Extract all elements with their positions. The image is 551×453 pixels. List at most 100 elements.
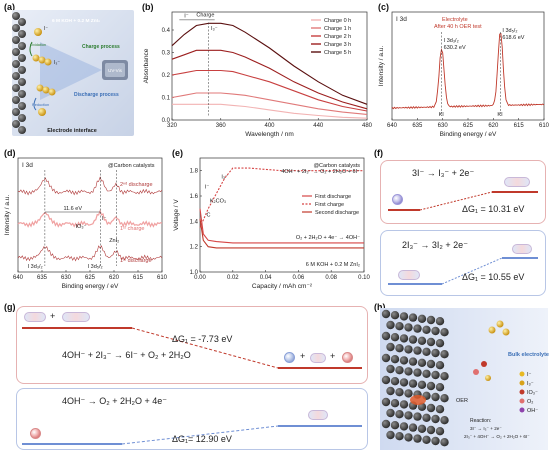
electrode-sphere: [417, 314, 427, 323]
electrode-sphere: [431, 392, 440, 402]
electrode-sphere: [413, 368, 422, 377]
electrode-sphere: [440, 438, 449, 447]
series-line: [171, 92, 368, 115]
x-tick-label: 635: [37, 275, 48, 281]
electrode-sphere: [381, 397, 391, 407]
panel-g-dg-top: ΔG₁ = -7.73 eV: [172, 334, 233, 344]
chart-title: I 3d: [22, 162, 33, 169]
second-discharge-label: 2ⁿᵈ discharge: [120, 181, 153, 188]
note-2: After 40 h OER test: [434, 24, 482, 30]
y-axis-label: Intensity / a.u.: [4, 195, 11, 236]
plus-sign: +: [330, 351, 336, 361]
electrode-sphere: [386, 342, 395, 352]
panel-f: (f) 3I⁻ → I₃⁻ + 2e⁻ ΔG₁ = 10.31 eV 2I₃⁻ …: [372, 148, 549, 300]
i-minus-label: I⁻: [102, 216, 107, 222]
c-label: C: [207, 212, 211, 218]
legend-marker: [519, 380, 525, 386]
electrode-sphere: [386, 386, 395, 396]
electrode-sphere: [381, 353, 391, 363]
iodide-ion: [34, 28, 42, 36]
electrode-sphere: [422, 435, 431, 444]
panel-f-eq-2: 2I₃⁻ → 3I₂ + 2e⁻: [402, 240, 468, 250]
electrode-sphere: [413, 324, 422, 333]
charge-arrow-label: Charge: [196, 13, 214, 19]
catalyst-label: @Carbon catalysts: [313, 163, 360, 169]
oer-label: OER: [456, 398, 468, 404]
x-tick-label: 480: [362, 123, 373, 129]
peak-1-label: I 3d₃/₂: [444, 38, 459, 44]
legend-label: I₃⁻: [527, 381, 534, 387]
x-tick-label: 635: [412, 123, 423, 129]
electrode-sphere: [395, 366, 404, 375]
electrode-sphere: [431, 370, 440, 380]
panel-a-electrolyte: 6 M KOH + 0.2 M ZnI₂: [52, 18, 100, 24]
panel-e-chart: 0.00 0.02 0.04 0.06 0.08 0.10 1.0 1.2 1.4 1.6 1.8 C…: [173, 157, 370, 290]
legend-marker: [519, 389, 525, 395]
panel-h-illustration: Bulk electrolyte OER Reaction: 3I⁻ → I₃⁻…: [380, 308, 549, 450]
electrode-sphere: [417, 358, 427, 367]
x-tick-label: 320: [167, 123, 178, 129]
legend-label: OH⁻: [527, 408, 538, 414]
panel-c-chart: 640 635 630 625 620 615 610 Binding energy / eV…: [378, 11, 549, 138]
x-tick-label: 0.10: [358, 275, 370, 281]
x-tick-label: 615: [514, 123, 525, 129]
y-axis-label: Absorbance: [143, 48, 150, 83]
eq-top: 4OH⁻ + 2I₃⁻ → O₂ + 2H₂O + 6I⁻: [281, 169, 360, 175]
electrode-sphere: [426, 315, 436, 325]
panel-h-legend: I⁻ I₃⁻ IO₃⁻ O₂ OH⁻: [519, 371, 538, 414]
arrow-i3-label: I₃⁻: [211, 26, 218, 32]
y-tick-label: 0.0: [162, 118, 171, 124]
electrode-sphere: [395, 322, 404, 331]
series-line: [199, 167, 364, 228]
electrode-sphere: [408, 423, 418, 432]
first-discharge-label: 1ˢᵗ discharge: [120, 257, 152, 264]
note-1: Electrolyte: [442, 17, 468, 23]
x-tick-label: 625: [85, 275, 96, 281]
electrode-sphere: [395, 388, 404, 397]
panel-d-label: (d): [4, 148, 16, 158]
legend-label: Charge 3 h: [324, 42, 351, 48]
electrode-sphere: [399, 400, 409, 409]
oxidation-label: Oxidation: [30, 43, 46, 47]
x-tick-label: 620: [488, 123, 499, 129]
electrode-sphere: [399, 312, 409, 321]
electrode-sphere: [408, 357, 418, 366]
i-label: I⁻: [205, 184, 210, 190]
legend-label: IO₃⁻: [527, 390, 538, 396]
x-tick-label: 640: [13, 275, 24, 281]
x-tick-label: 440: [313, 123, 324, 129]
triiodide-molecule: [504, 177, 530, 187]
uv-beam: [40, 42, 102, 100]
electrode-sphere: [395, 432, 404, 441]
panel-c-label: (c): [378, 2, 389, 12]
x-tick-label: 615: [133, 275, 144, 281]
electrode-sphere: [395, 344, 404, 353]
charge-process-label: Charge process: [82, 44, 120, 50]
arrow-i-label: I⁻: [184, 14, 189, 20]
x-tick-label: 620: [109, 275, 120, 281]
electrode-sphere: [408, 379, 418, 388]
panel-a-i-minus: I⁻: [44, 26, 48, 32]
panel-a-i3-minus: I₃⁻: [54, 60, 60, 66]
electrode-sphere: [426, 403, 436, 413]
electrode-sphere: [399, 356, 409, 365]
electrode-sphere: [422, 325, 431, 334]
electrode-sphere: [404, 389, 413, 398]
y-tick-label: 0.2: [162, 73, 171, 79]
y-tick-label: 1.6: [190, 194, 199, 200]
electrode-sphere: [381, 331, 391, 341]
panel-f-dg-2: ΔG₁ = 10.55 eV: [462, 272, 525, 282]
electrode-sphere: [404, 323, 413, 332]
catalyst-label: @Carbon catalysts: [108, 163, 155, 169]
electrode-sphere: [390, 377, 400, 386]
electrode-sphere: [404, 367, 413, 376]
electrode-sphere: [381, 419, 391, 429]
electrode-sphere: [440, 350, 449, 359]
reaction-1: 3I⁻ → I₃⁻ + 2e⁻: [470, 426, 502, 431]
electrode-sphere: [422, 347, 431, 356]
triiodide-molecule: [24, 312, 46, 322]
panel-f-eq-1: 3I⁻ → I₃⁻ + 2e⁻: [412, 168, 475, 178]
electrode-sphere: [390, 421, 400, 430]
eq-bottom: O₂ + 2H₂O + 4e⁻ → 4OH⁻: [296, 235, 360, 241]
legend-label: Charge 2 h: [324, 34, 351, 40]
